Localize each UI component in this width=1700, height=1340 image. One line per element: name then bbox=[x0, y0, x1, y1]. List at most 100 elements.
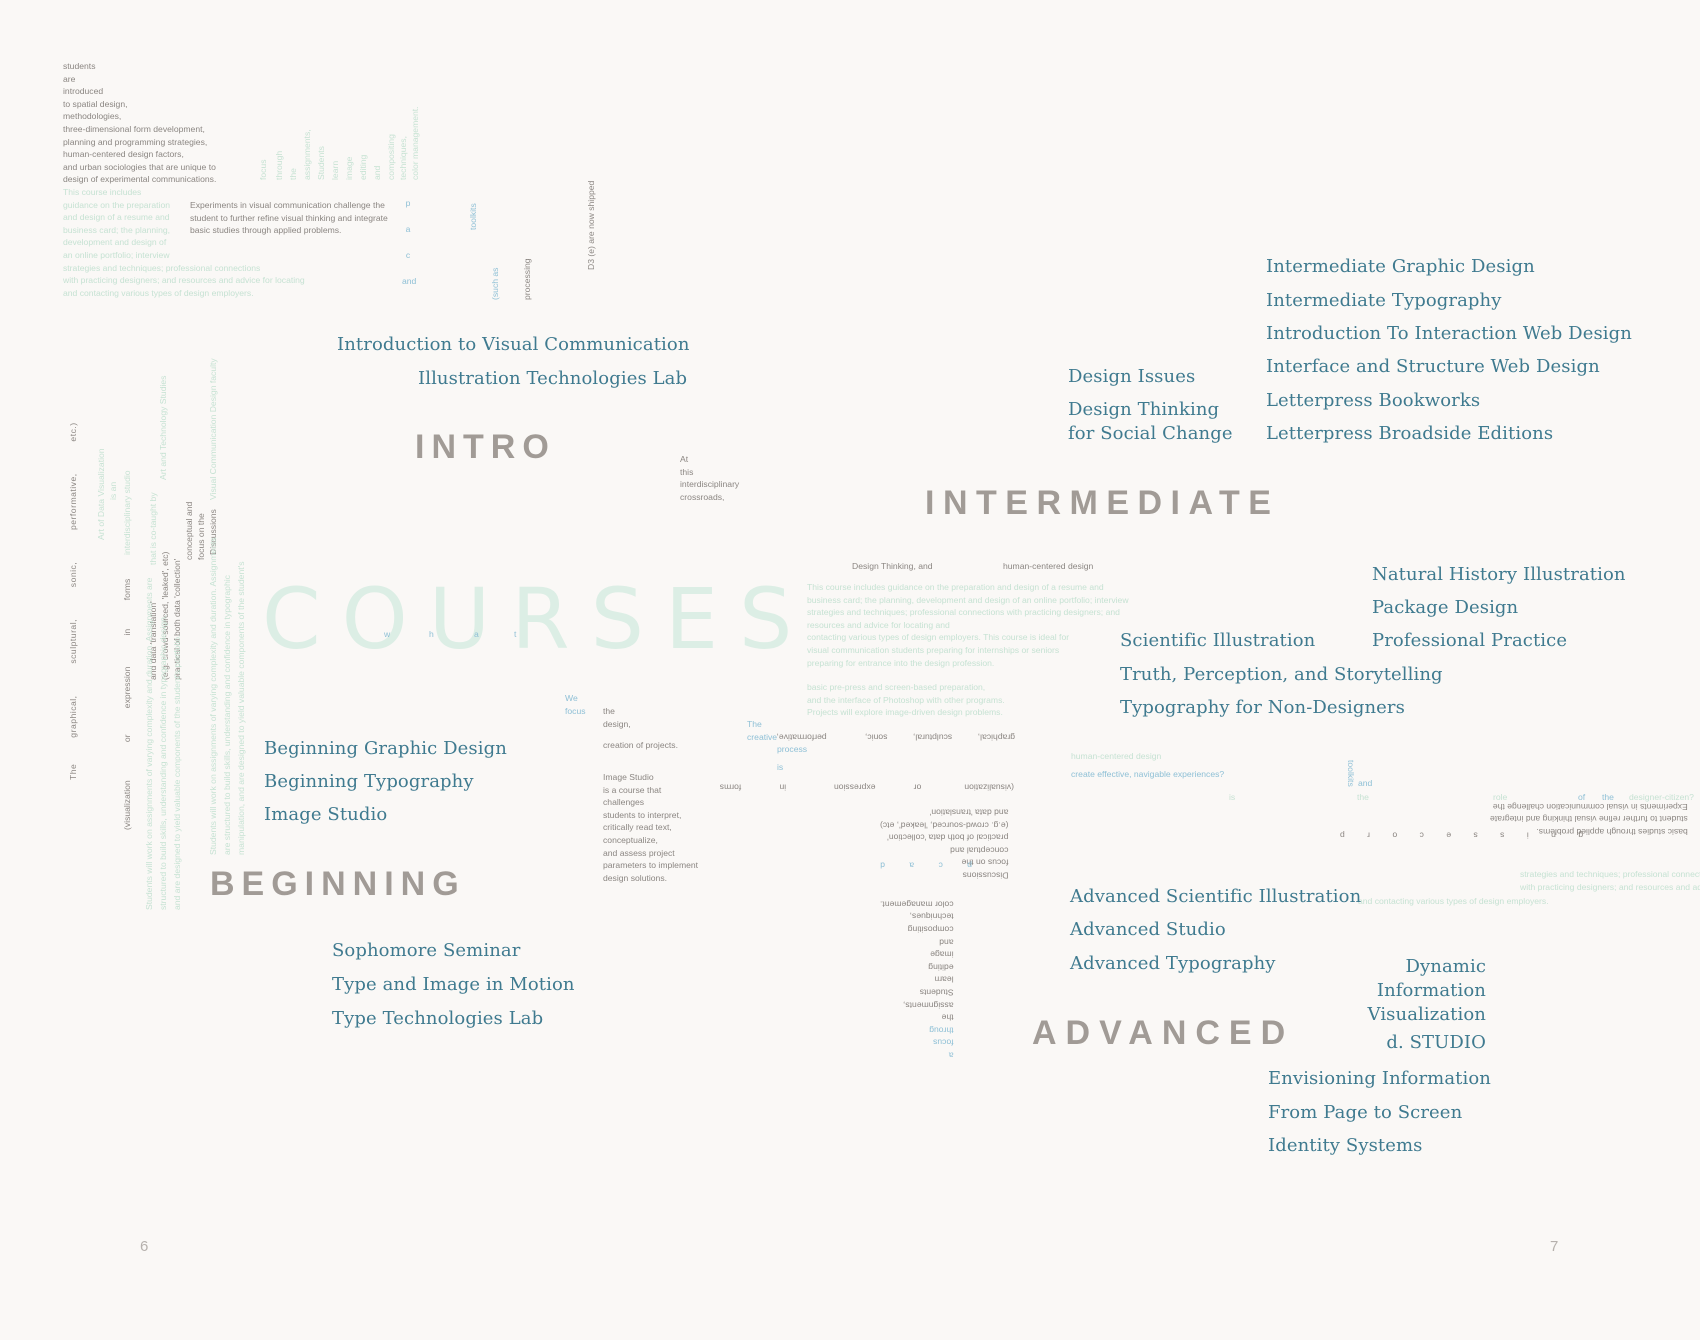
category-advanced: ADVANCED bbox=[1032, 1014, 1295, 1052]
experiments-text: Experiments in visual communication chal… bbox=[190, 199, 388, 237]
text-line: and bbox=[372, 165, 382, 180]
course-type-image-motion[interactable]: Type and Image in Motion bbox=[332, 974, 575, 995]
course-dynamic-information-visualization[interactable]: Dynamic Information Visualization bbox=[1320, 955, 1486, 1027]
text-line: focus bbox=[565, 705, 586, 716]
text-line: color management. bbox=[410, 106, 420, 180]
text-line: interdisciplinary studio bbox=[122, 470, 132, 555]
course-envisioning-information[interactable]: Envisioning Information bbox=[1268, 1068, 1492, 1089]
text-line: t bbox=[514, 629, 517, 639]
course-advanced-studio[interactable]: Advanced Studio bbox=[1070, 919, 1226, 940]
spatial-design-text: students are introduced to spatial desig… bbox=[63, 60, 216, 186]
course-intermediate-typography[interactable]: Intermediate Typography bbox=[1266, 290, 1502, 311]
image-studio-description: Image Studio is a course that challenges… bbox=[603, 771, 698, 884]
course-d-studio[interactable]: d. STUDIO bbox=[1386, 1032, 1486, 1053]
courses-hero-title: COURSES bbox=[262, 570, 814, 668]
text-line: student to further refine visual thinkin… bbox=[1490, 814, 1688, 825]
text-line: The bbox=[747, 719, 762, 729]
text-line: introduced bbox=[63, 86, 104, 97]
text-line: a bbox=[948, 1050, 954, 1061]
text-line: learn bbox=[934, 975, 954, 986]
vertical-pacd-letters: p a c and bbox=[402, 190, 417, 294]
course-typography-non-designers[interactable]: Typography for Non-Designers bbox=[1120, 697, 1405, 718]
the-design-text: the design, bbox=[603, 705, 631, 730]
course-identity-systems[interactable]: Identity Systems bbox=[1268, 1135, 1423, 1156]
text-line: learn bbox=[330, 160, 340, 180]
text-line: assignments, bbox=[902, 1000, 954, 1011]
text-line: Art of Data Visualization bbox=[96, 448, 106, 540]
text-line: Students bbox=[316, 146, 326, 180]
course-sophomore-seminar[interactable]: Sophomore Seminar bbox=[332, 940, 521, 961]
text-line: toolkits bbox=[468, 203, 478, 230]
text-line: throug bbox=[929, 1025, 954, 1036]
text-line: development and design of bbox=[63, 237, 167, 248]
course-design-issues[interactable]: Design Issues bbox=[1068, 366, 1196, 387]
course-interface-structure-web-design[interactable]: Interface and Structure Web Design bbox=[1266, 356, 1600, 377]
text-line: and are designed to yield valuable compo… bbox=[172, 634, 182, 910]
category-intermediate: INTERMEDIATE bbox=[925, 484, 1280, 522]
text-line: Image Studio bbox=[603, 772, 654, 782]
course-type-technologies-lab[interactable]: Type Technologies Lab bbox=[332, 1008, 544, 1029]
text-line: in bbox=[779, 782, 787, 793]
text-line: and bbox=[939, 937, 954, 948]
text-line: This course includes bbox=[63, 187, 142, 197]
vertical-visualization-row: (visualization or expression in forms bbox=[122, 579, 132, 830]
course-letterpress-bookworks[interactable]: Letterpress Bookworks bbox=[1266, 390, 1481, 411]
text-line: and bbox=[402, 276, 417, 286]
text-line: and data 'translation' bbox=[929, 807, 1009, 818]
course-letterpress-broadside[interactable]: Letterpress Broadside Editions bbox=[1266, 423, 1554, 444]
visualization-row: (visualization or expression in forms bbox=[692, 781, 1014, 794]
text-line: or bbox=[122, 734, 132, 743]
course-truth-perception-storytelling[interactable]: Truth, Perception, and Storytelling bbox=[1120, 664, 1443, 685]
text-line: are bbox=[63, 73, 76, 84]
course-intro-visual-communication[interactable]: Introduction to Visual Communication bbox=[337, 334, 690, 355]
strategies-right: strategies and techniques; professional … bbox=[1520, 868, 1700, 893]
text-line: Students will work on assignments of var… bbox=[208, 537, 218, 855]
text-line: graphical, bbox=[68, 695, 78, 738]
course-intermediate-graphic-design[interactable]: Intermediate Graphic Design bbox=[1266, 256, 1535, 277]
text-line: editing bbox=[358, 154, 368, 180]
course-illustration-technologies-lab[interactable]: Illustration Technologies Lab bbox=[418, 368, 688, 389]
course-beginning-typography[interactable]: Beginning Typography bbox=[264, 771, 474, 792]
text-line: a bbox=[405, 224, 411, 234]
text-line: Dynamic bbox=[1405, 956, 1486, 977]
toolkits-flipped: a focus throug the assignments, Students… bbox=[880, 898, 954, 1062]
text-line: strategies and techniques; professional … bbox=[1520, 869, 1700, 879]
text-line: focus bbox=[258, 159, 268, 180]
prepress-text: basic pre-press and screen-based prepara… bbox=[807, 681, 1005, 719]
portfolio-course-text: This course includes guidance on the pre… bbox=[63, 186, 305, 299]
text-line: basic studies through applied problems. bbox=[190, 225, 342, 236]
text-line: assignments, bbox=[302, 129, 312, 180]
text-line: c bbox=[405, 250, 411, 260]
course-natural-history-illustration[interactable]: Natural History Illustration bbox=[1372, 564, 1626, 585]
course-professional-practice[interactable]: Professional Practice bbox=[1372, 630, 1568, 651]
text-line: forms bbox=[122, 578, 132, 601]
course-package-design[interactable]: Package Design bbox=[1372, 597, 1519, 618]
text-line: preparing for entrance into the design p… bbox=[807, 657, 995, 668]
course-image-studio[interactable]: Image Studio bbox=[264, 804, 388, 825]
course-advanced-typography[interactable]: Advanced Typography bbox=[1070, 953, 1276, 974]
text-line: sculptural, bbox=[68, 618, 78, 664]
text-line: image bbox=[930, 949, 954, 960]
text-line: strategies and techniques; professional … bbox=[63, 262, 261, 273]
course-scientific-illustration[interactable]: Scientific Illustration bbox=[1120, 630, 1316, 651]
text-line: h bbox=[429, 629, 434, 639]
text-line: students to interpret, bbox=[603, 809, 682, 820]
text-line: visual communication students preparing … bbox=[807, 644, 1060, 655]
course-design-thinking[interactable]: Design Thinking for Social Change bbox=[1068, 398, 1233, 446]
course-interaction-web-design[interactable]: Introduction To Interaction Web Design bbox=[1266, 323, 1632, 344]
text-line: designer-citizen? bbox=[1629, 792, 1694, 802]
text-line: sonic, bbox=[68, 561, 78, 588]
text-line: and urban sociologies that are unique to bbox=[63, 161, 216, 172]
text-line: a bbox=[909, 860, 915, 871]
hcd-label: human-centered design bbox=[1071, 751, 1162, 761]
course-advanced-scientific-illustration[interactable]: Advanced Scientific Illustration bbox=[1070, 886, 1362, 907]
course-beginning-graphic-design[interactable]: Beginning Graphic Design bbox=[264, 738, 507, 759]
course-page-to-screen[interactable]: From Page to Screen bbox=[1268, 1102, 1463, 1123]
vertical-toolkit-words: focus through the assignments, Students … bbox=[258, 100, 420, 180]
text-line: this bbox=[680, 466, 694, 477]
pacd-letters: p c a d bbox=[862, 859, 972, 872]
text-line: role bbox=[1493, 792, 1508, 802]
text-line: Experiments in visual communication chal… bbox=[190, 200, 385, 210]
human-centered-label: human-centered design bbox=[1003, 561, 1094, 571]
text-line: design of experimental communications. bbox=[63, 174, 217, 185]
